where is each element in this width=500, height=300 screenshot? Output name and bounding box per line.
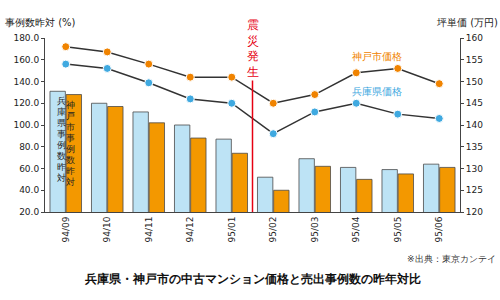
svg-text:神戸市価格: 神戸市価格 [352, 51, 402, 62]
svg-text:140: 140 [466, 120, 483, 130]
svg-text:95/05: 95/05 [393, 217, 403, 243]
svg-text:95/04: 95/04 [351, 216, 361, 242]
svg-text:95/01: 95/01 [227, 217, 237, 243]
svg-text:事例数昨対 (%): 事例数昨対 (%) [5, 17, 76, 28]
svg-text:80.0: 80.0 [19, 142, 39, 152]
svg-text:40.0: 40.0 [19, 185, 39, 195]
svg-text:神戸市事例数昨対: 神戸市事例数昨対 [66, 100, 75, 187]
svg-text:120: 120 [466, 207, 483, 217]
svg-text:160.0: 160.0 [13, 55, 39, 65]
svg-text:125: 125 [466, 185, 483, 195]
svg-text:95/06: 95/06 [434, 216, 444, 242]
svg-text:震災発生: 震災発生 [247, 18, 259, 79]
svg-text:20.0: 20.0 [19, 207, 39, 217]
svg-text:兵庫県・神戸市の中古マンション価格と売出事例数の昨年対比: 兵庫県・神戸市の中古マンション価格と売出事例数の昨年対比 [84, 272, 421, 286]
svg-text:95/03: 95/03 [310, 217, 320, 243]
svg-text:94/10: 94/10 [102, 216, 112, 242]
svg-text:160: 160 [466, 33, 483, 43]
svg-text:100.0: 100.0 [13, 120, 39, 130]
svg-text:兵庫県価格: 兵庫県価格 [352, 86, 402, 97]
svg-text:94/09: 94/09 [61, 216, 71, 242]
svg-text:135: 135 [466, 142, 483, 152]
svg-text:140.0: 140.0 [13, 77, 39, 87]
svg-text:60.0: 60.0 [19, 164, 39, 174]
svg-text:94/11: 94/11 [144, 217, 154, 243]
svg-text:155: 155 [466, 55, 483, 65]
svg-text:130: 130 [466, 164, 483, 174]
svg-text:150: 150 [466, 77, 483, 87]
svg-text:120.0: 120.0 [13, 98, 39, 108]
svg-text:180.0: 180.0 [13, 33, 39, 43]
svg-text:94/12: 94/12 [185, 217, 195, 243]
svg-text:※出典：東京カンテイ: ※出典：東京カンテイ [407, 254, 496, 264]
svg-text:兵庫県事例数昨対: 兵庫県事例数昨対 [57, 96, 66, 183]
svg-text:坪単価 (万円): 坪単価 (万円) [436, 17, 498, 28]
svg-text:95/02: 95/02 [268, 217, 278, 243]
svg-text:145: 145 [466, 98, 483, 108]
